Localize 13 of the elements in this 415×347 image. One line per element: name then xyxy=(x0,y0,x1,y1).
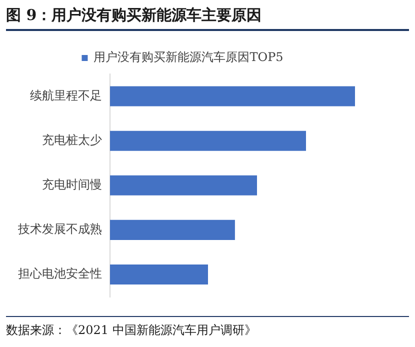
legend-label: 用户没有购买新能源汽车原因TOP5 xyxy=(94,50,284,64)
y-tick-label: 技术发展不成熟 xyxy=(17,222,102,236)
source-note: 数据来源：《2021 中国新能源汽车用户调研》 xyxy=(6,322,258,339)
y-tick-label: 担心电池安全性 xyxy=(18,266,102,281)
bar xyxy=(110,86,355,106)
y-tick-label: 充电时间慢 xyxy=(42,178,102,192)
bar xyxy=(110,220,235,240)
bar xyxy=(110,264,208,285)
y-tick-label: 充电桩太少 xyxy=(42,132,102,147)
bar xyxy=(110,130,306,151)
chart-title: 图 9：用户没有购买新能源车主要原因 xyxy=(6,6,409,31)
bar xyxy=(110,175,257,196)
y-tick-label: 续航里程不足 xyxy=(30,88,102,102)
